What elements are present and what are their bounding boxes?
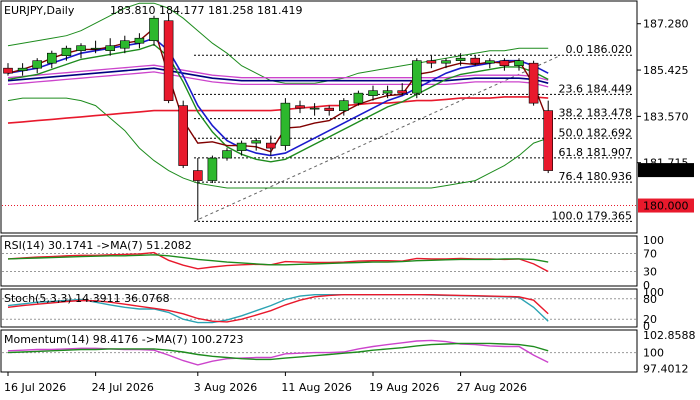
marked-price-box — [638, 198, 694, 213]
candle-body — [265, 142, 276, 149]
indicator-tick-label: 70 — [643, 248, 657, 261]
candle-body — [528, 62, 539, 104]
time-tick-label: 16 Jul 2026 — [4, 381, 66, 394]
marked-price-label: 180.000 — [643, 200, 689, 213]
time-tick-label: 24 Jul 2026 — [92, 381, 154, 394]
fibonacci-levels: 0.0 186.020 23.6 184.449 38.2 183.478 50.0 … — [2, 43, 636, 222]
candle-body — [470, 57, 481, 64]
fib-label: 100.0 179.365 — [552, 209, 632, 222]
fib-label: 61.8 181.907 — [559, 146, 632, 159]
time-tick-label: 3 Aug 2026 — [194, 381, 257, 394]
candle-body — [222, 150, 232, 159]
fib-label: 23.6 184.449 — [559, 82, 632, 95]
candle-body — [309, 107, 320, 110]
time-tick-label: 11 Aug 2026 — [281, 381, 351, 394]
fib-label: 0.0 186.020 — [566, 43, 632, 56]
candle-body — [163, 20, 174, 101]
ma-magenta-line — [7, 64, 549, 81]
candle-body — [411, 60, 422, 94]
indicator-tick-label: 80 — [643, 293, 657, 306]
candle-body — [324, 107, 335, 111]
ma-fast-blue-line — [7, 37, 549, 157]
candle-body — [90, 47, 101, 50]
ma-green-line — [7, 43, 549, 163]
time-tick-label: 19 Aug 2026 — [369, 381, 439, 394]
candle-body — [280, 102, 291, 146]
candle-body — [76, 45, 86, 51]
price-tick-label: 183.570 — [643, 110, 689, 123]
momentum-panel-frame — [0, 329, 638, 373]
indicator-tick-label: 0 — [643, 320, 650, 333]
candle-body — [193, 170, 203, 181]
ohlc-readout: 183.810 184.177 181.258 181.419 — [110, 4, 302, 17]
candle-body — [397, 90, 408, 94]
candle-body — [382, 90, 393, 94]
indicator-tick-label: 0 — [643, 279, 650, 292]
candle-body — [17, 67, 28, 71]
candle-body — [149, 17, 159, 42]
current-price-label: 181.419 — [643, 164, 689, 177]
candle-body — [353, 92, 364, 104]
price-tick-label: 185.425 — [643, 64, 689, 77]
candle-body — [120, 40, 130, 49]
indicator-line — [7, 294, 549, 323]
candle-body — [46, 52, 57, 64]
indicator-tick-label: 30 — [643, 266, 657, 279]
indicator-tick-label: 102.8588 — [643, 329, 696, 342]
price-panel-frame — [0, 0, 638, 234]
candlestick-series — [3, 13, 554, 221]
current-price-box — [638, 163, 694, 178]
bollinger-upper-line — [7, 2, 549, 84]
indicator-line — [7, 254, 549, 266]
candle-body — [426, 60, 437, 64]
fib-label: 76.4 180.936 — [559, 170, 632, 183]
indicator-tick-label: 100 — [643, 347, 664, 360]
fib-label: 38.2 183.478 — [559, 107, 632, 120]
axis-labels: 187.280185.425183.570181.715181.419180.0… — [4, 18, 694, 394]
symbol-label: EURJPY,Daily — [4, 4, 75, 17]
candle-body — [32, 60, 43, 69]
indicator-line — [7, 251, 549, 273]
indicator-tick-label: 100 — [643, 286, 664, 299]
indicator-line — [7, 342, 549, 361]
indicator-overlays — [7, 2, 549, 189]
time-tick-label: 27 Aug 2026 — [457, 381, 527, 394]
rsi-title: RSI(14) 30.1741 ->MA(7) 51.2082 — [4, 239, 192, 252]
ma-navy-line — [7, 67, 549, 84]
candle-body — [134, 37, 145, 44]
fib-label: 50.0 182.692 — [559, 126, 632, 139]
candle-body — [514, 60, 524, 66]
ma-magenta-line-2 — [7, 71, 549, 88]
price-tick-label: 187.280 — [643, 18, 689, 31]
candle-body — [543, 110, 554, 171]
indicator-tick-label: 100 — [643, 234, 664, 247]
candle-body — [499, 60, 510, 66]
candle-body — [3, 67, 13, 74]
stoch-panel-frame — [0, 288, 638, 328]
fib-trend-line — [193, 55, 561, 222]
candle-body — [207, 157, 218, 181]
stoch-title: Stoch(5,3,3) 14.3911 36.0768 — [4, 292, 170, 305]
indicator-tick-label: 97.4012 — [643, 363, 689, 376]
candle-body — [105, 45, 115, 51]
candle-body — [251, 140, 261, 144]
indicator-tick-label: 20 — [643, 313, 657, 326]
candle-body — [178, 105, 188, 166]
candle-body — [441, 60, 451, 64]
candle-body — [295, 105, 305, 109]
bollinger-lower-line — [7, 97, 549, 189]
candle-body — [338, 100, 349, 111]
candle-body — [236, 142, 247, 151]
momentum-title: Momentum(14) 98.4176 ->MA(7) 100.2723 — [4, 333, 244, 346]
candle-body — [455, 57, 466, 61]
candle-body — [484, 60, 495, 64]
ma-slow-red-line — [7, 96, 549, 124]
rsi-panel-frame — [0, 235, 638, 287]
candle-body — [368, 90, 378, 96]
candle-body — [61, 47, 72, 56]
